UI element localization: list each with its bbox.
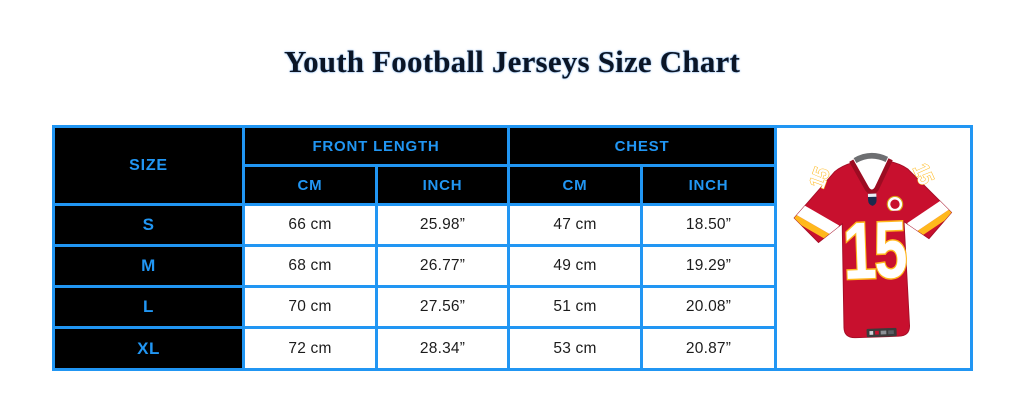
front-length-cm-value: 70 cm (245, 288, 375, 326)
chest-inch-value: 19.29” (643, 247, 774, 285)
chest-cm-value: 47 cm (510, 206, 640, 244)
swoosh-icon (922, 207, 937, 219)
front-length-inch-value: 27.56” (378, 288, 507, 326)
front-length-cm-value: 66 cm (245, 206, 375, 244)
jersey-back-collar (853, 152, 888, 164)
column-header-chest-cm: CM (510, 167, 640, 203)
size-cell-xl: XL (55, 329, 242, 368)
size-cell-s: S (55, 206, 242, 244)
jersey-collar (848, 158, 893, 195)
front-length-cm-value: 72 cm (245, 329, 375, 368)
size-chart-table: SIZE FRONT LENGTH CHEST CM INCH CM INCH … (52, 125, 973, 371)
front-length-inch-value: 28.34” (378, 329, 507, 368)
chest-cm-value: 51 cm (510, 288, 640, 326)
jersey-product-image: 15 15 15 (777, 128, 970, 368)
column-header-chest-inch: INCH (643, 167, 774, 203)
jock-tag (866, 327, 897, 338)
team-patch-icon (886, 195, 903, 214)
column-header-front-inch: INCH (378, 167, 507, 203)
jersey-illustration: 15 15 15 (791, 152, 956, 339)
size-cell-m: M (55, 247, 242, 285)
page-title: Youth Football Jerseys Size Chart (283, 44, 741, 79)
front-length-cm-value: 68 cm (245, 247, 375, 285)
column-header-size: SIZE (55, 128, 242, 203)
column-group-chest: CHEST (510, 128, 774, 164)
size-cell-l: L (55, 288, 242, 326)
front-length-inch-value: 26.77” (378, 247, 507, 285)
column-header-front-cm: CM (245, 167, 375, 203)
chest-inch-value: 20.08” (643, 288, 774, 326)
nfl-shield-icon (867, 193, 877, 206)
chest-inch-value: 20.87” (643, 329, 774, 368)
chest-cm-value: 53 cm (510, 329, 640, 368)
chest-cm-value: 49 cm (510, 247, 640, 285)
column-group-front-length: FRONT LENGTH (245, 128, 507, 164)
chest-inch-value: 18.50” (643, 206, 774, 244)
front-length-inch-value: 25.98” (378, 206, 507, 244)
jersey-number: 15 (841, 205, 907, 297)
